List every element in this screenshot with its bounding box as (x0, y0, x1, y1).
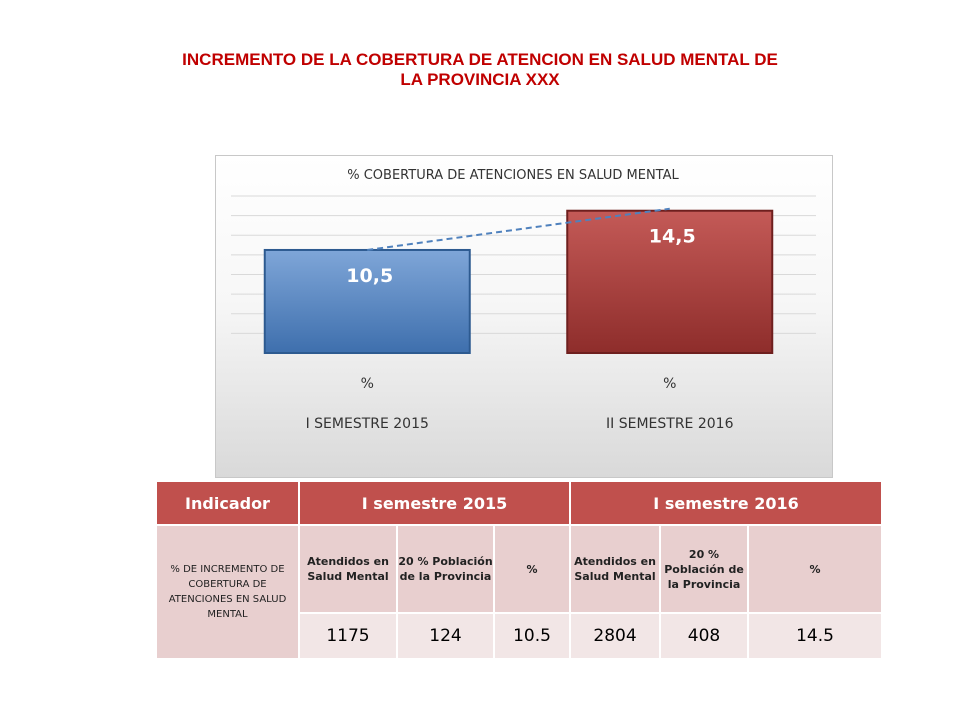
bar (566, 209, 774, 354)
subheader-population-2015: 20 % Población de la Provincia (396, 524, 495, 614)
trendline (367, 207, 670, 251)
table-subheader-row: % DE INCREMENTO DE COBERTURA DE ATENCION… (155, 524, 884, 660)
page-title: INCREMENTO DE LA COBERTURA DE ATENCION E… (0, 50, 960, 90)
x-tick-label: II SEMESTRE 2016 (606, 416, 734, 432)
table-values-row: 1175 124 10.5 2804 408 14.5 (156, 612, 884, 660)
category-unit-label: % (663, 376, 676, 392)
subheader-attended-2015: Atendidos en Salud Mental (298, 524, 398, 614)
bars: 10,5% I SEMESTRE 2015 14,5% II SEMESTRE 201… (263, 207, 774, 432)
header-semester-2016: I semestre 2016 (569, 480, 884, 526)
page-title-line-2: LA PROVINCIA XXX (400, 70, 560, 89)
indicator-cell: % DE INCREMENTO DE COBERTURA DE ATENCION… (155, 524, 300, 660)
subheader-attended-2016: Atendidos en Salud Mental (569, 524, 662, 614)
table-header-row: Indicador I semestre 2015 I semestre 201… (155, 480, 884, 526)
data-table: Indicador I semestre 2015 I semestre 201… (155, 480, 884, 660)
value-percent-2015: 10.5 (492, 612, 572, 660)
subheader-population-2016: 20 % Población de la Provincia (659, 524, 750, 614)
value-attended-2016: 2804 (569, 612, 662, 660)
chart-title: % COBERTURA DE ATENCIONES EN SALUD MENTA… (347, 168, 679, 183)
bar-chart: % COBERTURA DE ATENCIONES EN SALUD MENTA… (215, 155, 833, 478)
page-title-line-1: INCREMENTO DE LA COBERTURA DE ATENCION E… (182, 50, 778, 69)
value-attended-2015: 1175 (298, 612, 398, 660)
header-semester-2015: I semestre 2015 (297, 480, 572, 526)
subheader-percent-2015: % (492, 524, 572, 614)
bar-data-label: 14,5 (649, 226, 696, 248)
bar (263, 248, 471, 354)
value-population-2015: 124 (396, 612, 495, 660)
category-unit-label: % (361, 376, 374, 392)
x-tick-label: I SEMESTRE 2015 (306, 416, 429, 432)
header-indicador: Indicador (155, 480, 300, 526)
subheader-percent-2016: % (747, 524, 884, 614)
bar-data-label: 10,5 (346, 265, 393, 287)
chart-svg: % COBERTURA DE ATENCIONES EN SALUD MENTA… (231, 168, 816, 432)
value-population-2016: 408 (659, 612, 750, 660)
value-percent-2016: 14.5 (747, 612, 884, 660)
